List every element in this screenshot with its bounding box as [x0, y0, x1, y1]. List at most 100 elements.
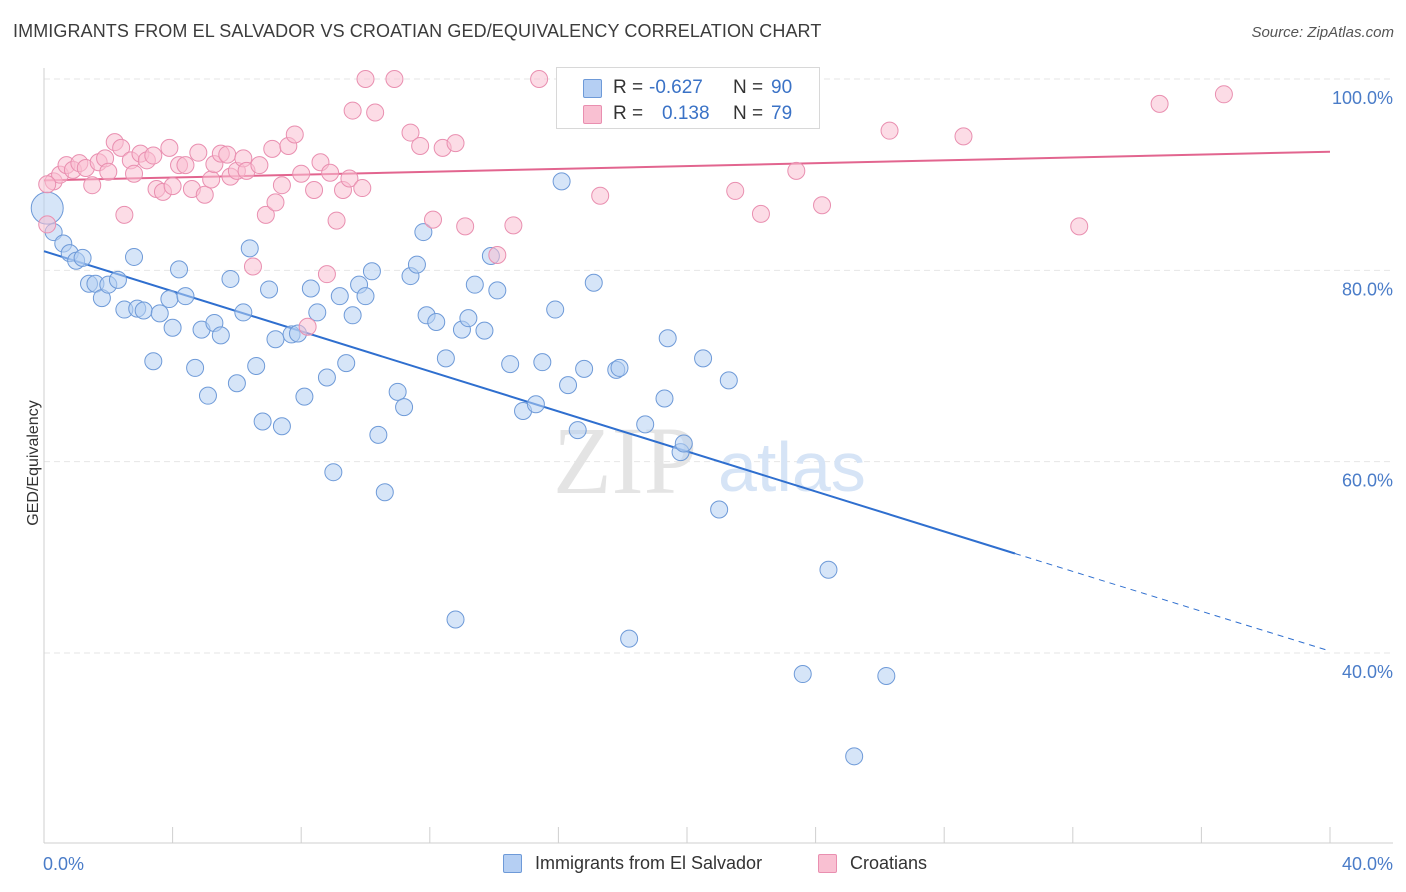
croatian-point	[401, 123, 420, 142]
series-swatch-croatians	[818, 854, 837, 873]
croatian-point	[366, 103, 385, 122]
salvador-trend-extension	[1014, 553, 1331, 652]
croatian-point	[327, 211, 346, 230]
croatian-point	[1214, 85, 1233, 104]
salvador-point	[301, 279, 320, 298]
croatian-point	[880, 121, 899, 140]
salvador-point	[575, 359, 594, 378]
x-tick-label-left: 0.0%	[43, 854, 84, 874]
salvador-point	[369, 425, 388, 444]
salvador-point	[501, 355, 520, 374]
croatian-point	[176, 156, 195, 175]
salvador-point	[150, 304, 169, 323]
croatian-point	[726, 181, 745, 200]
legend-swatch-salvador	[583, 79, 602, 98]
chart-title: IMMIGRANTS FROM EL SALVADOR VS CROATIAN …	[13, 21, 822, 41]
legend-swatch-croatians	[583, 105, 602, 124]
croatian-point	[272, 176, 291, 195]
croatian-trend-line	[43, 150, 1331, 182]
croatian-point	[340, 169, 359, 188]
croatian-point	[195, 185, 214, 204]
croatian-point	[112, 138, 131, 157]
croatian-point	[591, 186, 610, 205]
y-tick-label: 100.0%	[1332, 88, 1393, 108]
croatian-point	[218, 145, 237, 164]
croatian-point	[292, 164, 311, 183]
croatian-point	[353, 179, 372, 198]
x-tick-labels: 0.0% 40.0%	[43, 854, 1393, 874]
source-credit: Source: ZipAtlas.com	[1251, 24, 1394, 41]
salvador-point	[446, 610, 465, 629]
salvador-point	[343, 306, 362, 325]
salvador-point	[337, 354, 356, 373]
legend-r-value: -0.627	[649, 77, 703, 98]
salvador-point	[330, 287, 349, 306]
croatian-point	[256, 205, 275, 224]
salvador-point	[211, 326, 230, 345]
croatian-point	[504, 216, 523, 235]
series-label-croatians: Croatians	[850, 853, 928, 873]
croatian-point	[298, 317, 317, 336]
salvador-point	[526, 395, 545, 414]
croatian-point	[83, 176, 102, 195]
salvador-point	[260, 280, 279, 299]
legend-n-label: N =	[733, 103, 764, 124]
croatian-point	[424, 210, 443, 229]
salvador-point	[221, 269, 240, 288]
legend-r-value: 0.138	[662, 103, 710, 124]
salvador-point	[73, 248, 92, 267]
croatian-point	[356, 70, 375, 88]
salvador-point	[234, 303, 253, 322]
x-tick-label-right: 40.0%	[1342, 854, 1393, 874]
croatian-point	[202, 170, 221, 189]
correlation-legend: R = -0.627 N = 90 R = 0.138 N = 79	[556, 67, 820, 129]
salvador-point	[719, 371, 738, 390]
salvador-point	[163, 318, 182, 337]
croatian-point	[446, 134, 465, 153]
salvador-point	[414, 223, 433, 242]
y-tick-labels: 100.0% 80.0% 60.0% 40.0%	[1332, 88, 1393, 682]
salvador-point	[568, 421, 587, 440]
y-tick-label: 80.0%	[1342, 279, 1393, 299]
salvador-point	[584, 273, 603, 292]
salvador-point	[247, 357, 266, 375]
croatian-point	[751, 204, 770, 223]
croatian-point	[266, 193, 285, 212]
salvador-point	[266, 330, 285, 349]
salvador-point	[552, 172, 571, 191]
croatian-point	[488, 246, 507, 265]
series-swatch-salvador	[503, 854, 522, 873]
croatian-point	[115, 205, 134, 224]
salvador-point	[134, 301, 153, 320]
croatian-point	[285, 125, 304, 144]
salvador-point	[186, 358, 205, 377]
salvador-point	[253, 412, 272, 431]
salvador-point	[295, 387, 314, 406]
croatian-point	[530, 70, 549, 88]
salvador-point	[658, 329, 677, 348]
croatian-point	[38, 175, 57, 194]
salvador-point	[620, 629, 639, 648]
salvador-point	[845, 747, 864, 766]
salvador-point	[546, 300, 565, 319]
salvador-point	[655, 389, 674, 408]
salvador-point	[427, 312, 446, 331]
legend-n-value: 79	[771, 103, 793, 124]
salvador-point	[710, 500, 729, 519]
legend-n-label: N =	[733, 77, 764, 98]
salvador-point	[108, 270, 127, 289]
trend-lines	[43, 150, 1331, 652]
croatian-point	[954, 127, 973, 146]
salvador-point	[475, 321, 494, 340]
croatian-point	[343, 101, 362, 120]
croatian-point	[250, 156, 269, 175]
salvador-point	[144, 352, 163, 371]
croatian-point	[160, 138, 179, 157]
croatian-point	[305, 180, 324, 199]
salvador-point	[436, 349, 455, 368]
croatian-point	[385, 70, 404, 88]
croatian-point	[787, 161, 806, 180]
salvador-point	[819, 560, 838, 579]
legend-r-label: R =	[613, 103, 644, 124]
legend-row-salvador: R = -0.627 N = 90	[557, 76, 819, 102]
